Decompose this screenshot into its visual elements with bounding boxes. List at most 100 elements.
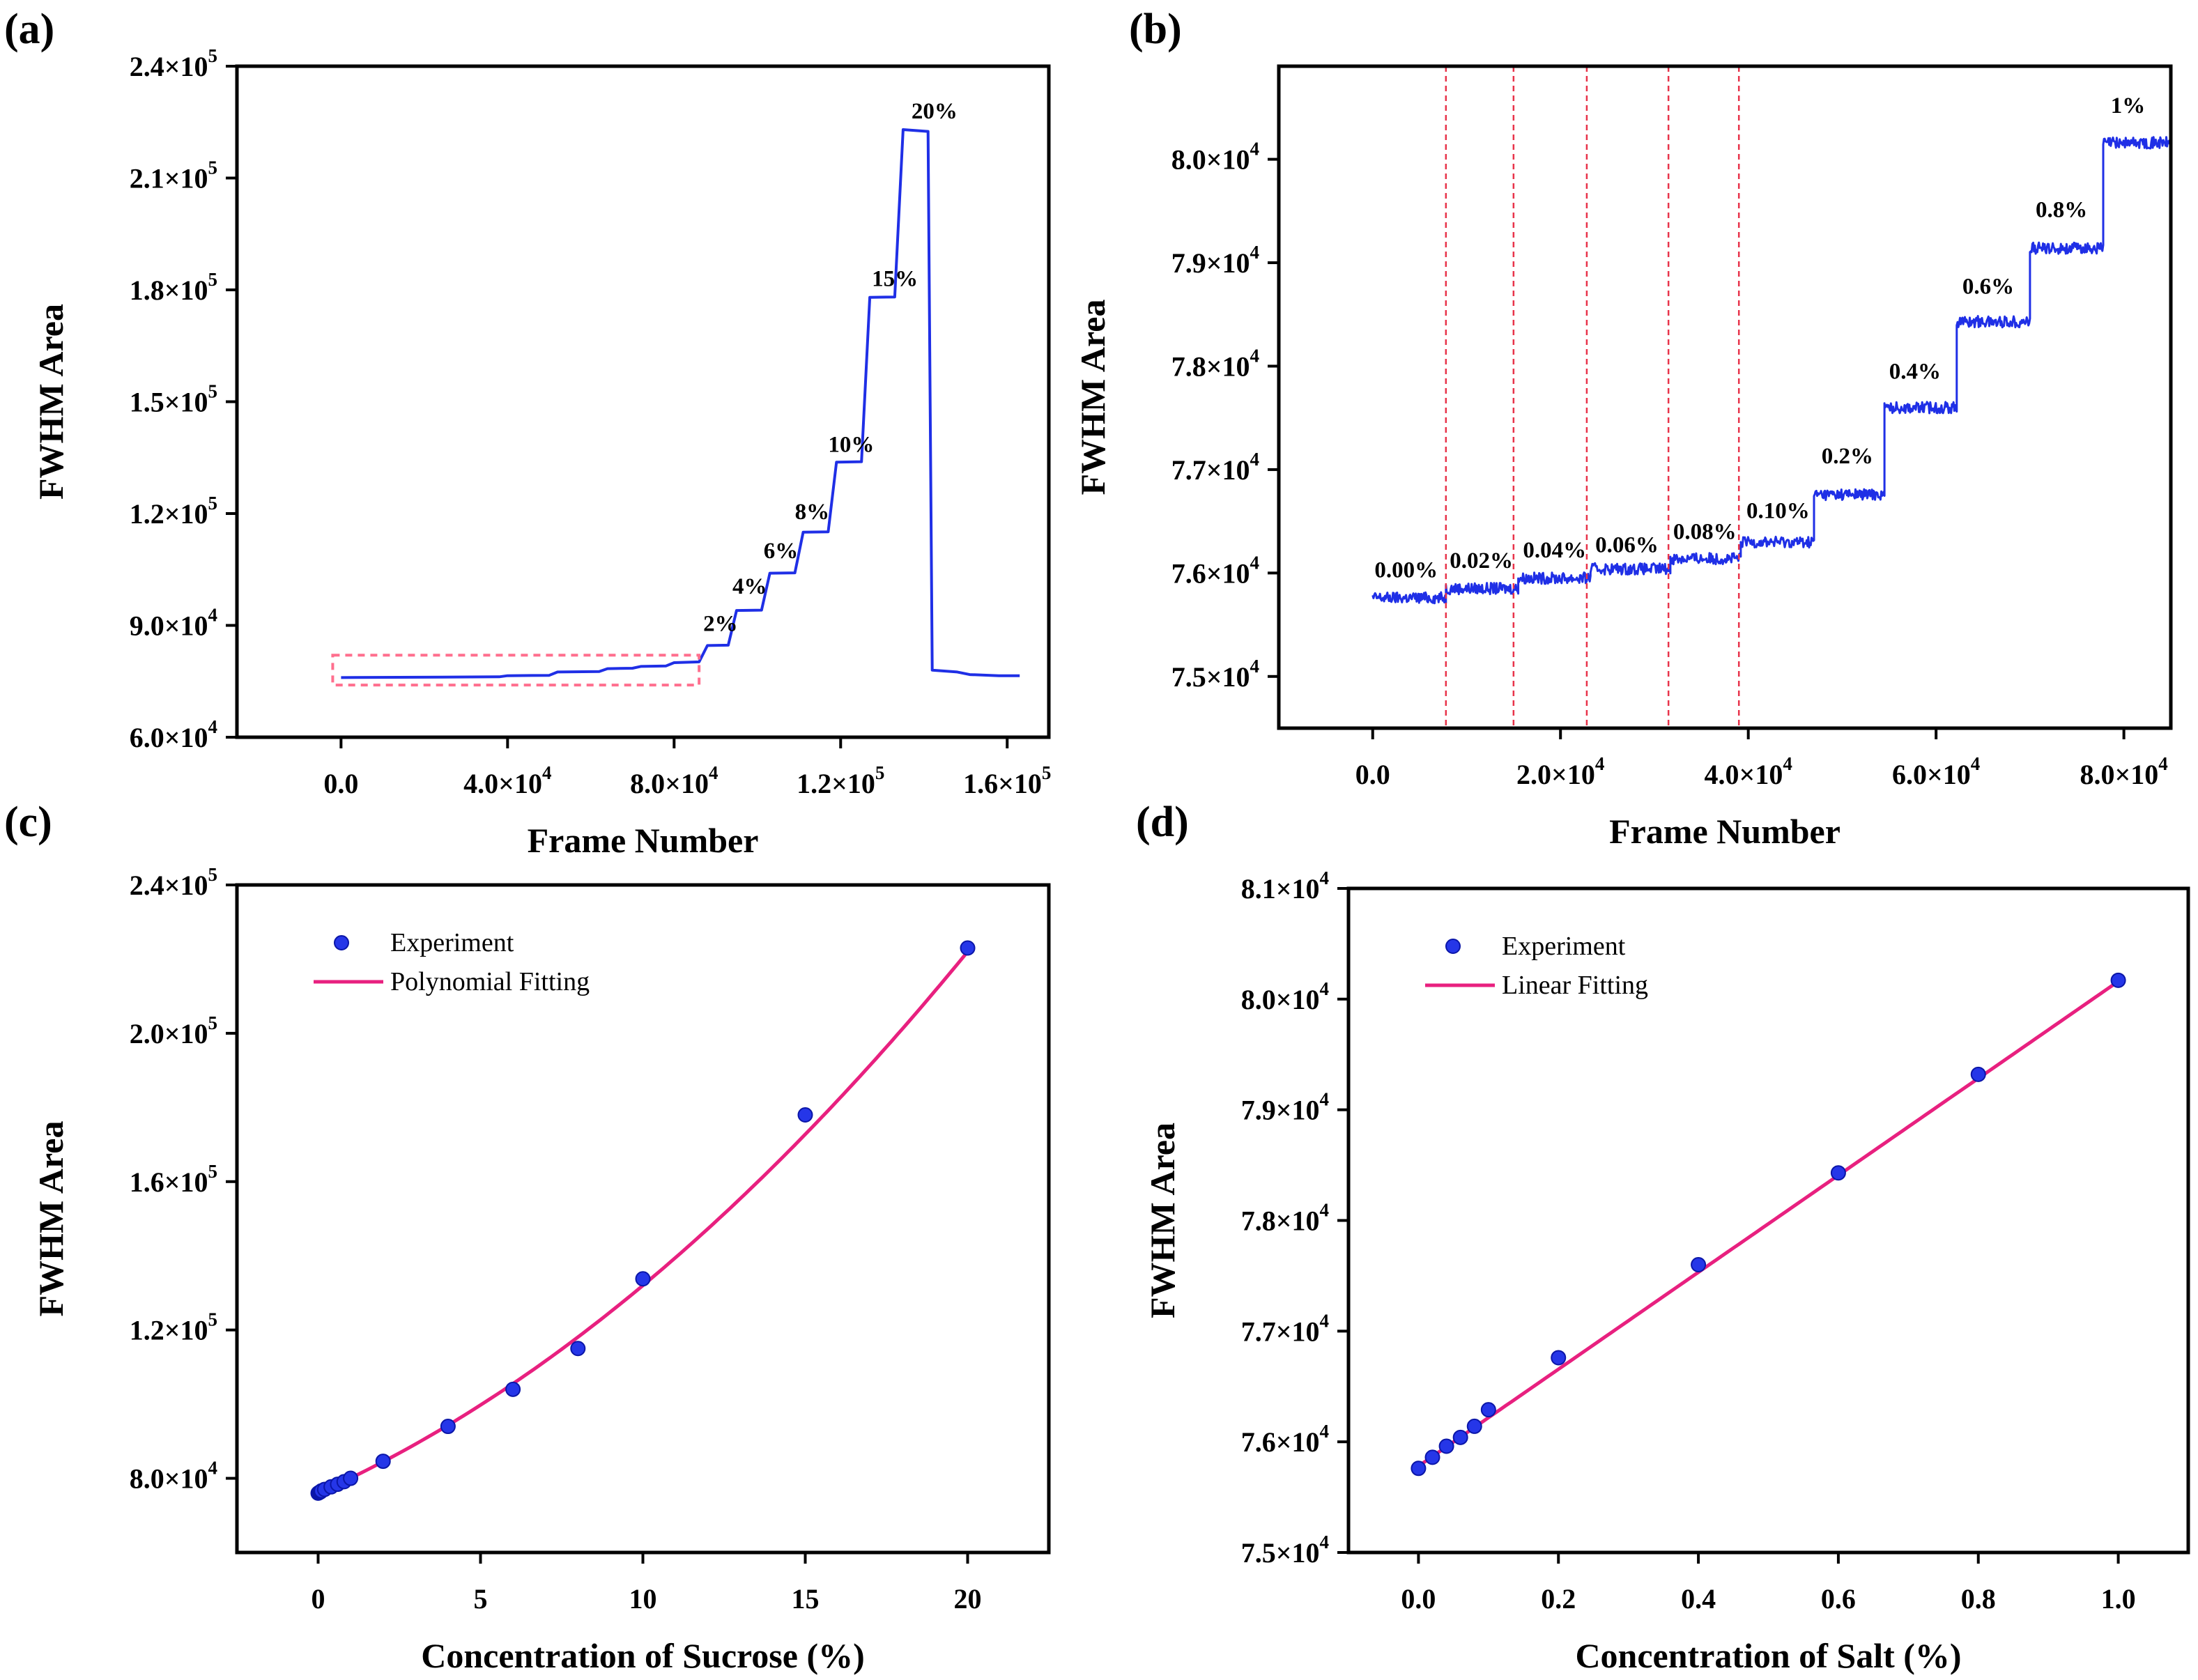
panel-a-step-label: 10% bbox=[828, 433, 874, 458]
panel-d-xtick-label-base: 0.6 bbox=[1821, 1583, 1856, 1615]
panel-c-data-point bbox=[635, 1271, 651, 1287]
panel-c-ytick-label-exp: 5 bbox=[208, 1309, 218, 1330]
panel-b-step-label: 0.08% bbox=[1673, 519, 1737, 544]
panel-d-ytick-label: 7.5×104 bbox=[1241, 1532, 1329, 1569]
panel-b-ytick-label-base: 7.6×10 bbox=[1171, 557, 1250, 589]
panel-d-plot-area bbox=[1411, 972, 2126, 1477]
panel-c-ytick-label-base: 1.6×10 bbox=[130, 1166, 208, 1198]
panel-b-ytick-label: 7.9×104 bbox=[1171, 242, 1259, 279]
panel-a-xtick-label-exp: 5 bbox=[875, 762, 885, 783]
panel-c-ytick-label-exp: 5 bbox=[208, 864, 218, 885]
panel-b-step-label: 0.00% bbox=[1374, 557, 1438, 583]
panel-b-ytick-label-exp: 4 bbox=[1250, 345, 1260, 366]
panel-c-xtick-label-base: 15 bbox=[792, 1583, 820, 1615]
panel-b-step-label: 0.02% bbox=[1450, 548, 1513, 573]
panel-a-xtick-label-base: 0.0 bbox=[323, 768, 358, 799]
panel-a-ytick-label-exp: 4 bbox=[208, 605, 218, 626]
panel-b-ytick-label: 8.0×104 bbox=[1171, 139, 1259, 176]
panel-b-xtick-label-exp: 4 bbox=[1783, 753, 1792, 774]
panel-b-step-label: 0.6% bbox=[1962, 275, 2014, 300]
panel-d-data-point bbox=[2110, 972, 2126, 988]
panel-a-highlight-box bbox=[331, 654, 701, 687]
panel-c-y-axis-title: FWHM Area bbox=[31, 1121, 70, 1317]
panel-c-ytick-label: 2.4×105 bbox=[130, 864, 217, 901]
panel-a-xtick-label-base: 1.2×10 bbox=[797, 768, 875, 799]
panel-d-xtick-label-base: 0.8 bbox=[1961, 1583, 1996, 1615]
panel-c-plot-frame bbox=[235, 883, 1051, 1555]
panel-d-data-point bbox=[1480, 1402, 1496, 1418]
panel-d-xtick-label: 0.6 bbox=[1821, 1583, 1856, 1615]
panel-b-ytick-label-exp: 4 bbox=[1250, 139, 1260, 160]
panel-b-ytick-label-exp: 4 bbox=[1250, 242, 1260, 263]
panel-a-ytick-label-exp: 5 bbox=[208, 381, 218, 402]
panel-b-plot-area bbox=[1371, 66, 2171, 728]
panel-d-data-point bbox=[1438, 1438, 1454, 1454]
panel-a-letter: (a) bbox=[4, 6, 54, 53]
panel-b-ytick-label-exp: 4 bbox=[1250, 552, 1260, 573]
panel-d-ytick-label: 8.1×104 bbox=[1241, 868, 1329, 904]
panel-a-ytick-label: 2.1×105 bbox=[130, 157, 217, 194]
panel-a-xtick-label-base: 1.6×10 bbox=[963, 768, 1042, 799]
panel-d-data-point bbox=[1551, 1350, 1567, 1366]
panel-a-ytick-label-base: 2.1×10 bbox=[130, 163, 208, 194]
panel-c-legend-fit: Polynomial Fitting bbox=[390, 967, 590, 996]
panel-a-step-label: 2% bbox=[703, 612, 737, 637]
panel-b-xtick-label-base: 0.0 bbox=[1355, 759, 1390, 790]
panel-c-data-point bbox=[960, 940, 976, 956]
panel-a: (a) 0.0 4.0×104 8.0×104 1.2×105 1.6×1056.0×1… bbox=[4, 6, 1051, 860]
panel-b-xtick-label-exp: 4 bbox=[1595, 753, 1605, 774]
panel-b-xtick-label: 8.0×104 bbox=[2080, 753, 2167, 790]
panel-d-plot-frame bbox=[1346, 886, 2190, 1555]
panel-d-data-point bbox=[1970, 1066, 1986, 1082]
panel-d-letter: (d) bbox=[1136, 799, 1189, 846]
panel-b-ytick-label: 7.7×104 bbox=[1171, 449, 1259, 486]
panel-d-xtick-label: 0.2 bbox=[1541, 1583, 1576, 1615]
panel-a-xtick-label-exp: 5 bbox=[1042, 762, 1052, 783]
panel-c-xtick-label: 20 bbox=[954, 1583, 982, 1615]
panel-b-ytick-label-base: 7.9×10 bbox=[1171, 247, 1250, 279]
panel-d-legend-fit: Linear Fitting bbox=[1502, 971, 1648, 1000]
panel-c-xtick-label-base: 0 bbox=[312, 1583, 325, 1615]
panel-b-plot-frame bbox=[1277, 64, 2173, 730]
panel-d-xtick-label-base: 0.0 bbox=[1401, 1583, 1436, 1615]
panel-d-xtick-label: 0.0 bbox=[1401, 1583, 1436, 1615]
panel-a-ytick-label-exp: 5 bbox=[208, 269, 218, 290]
panel-b-y-axis-title: FWHM Area bbox=[1073, 300, 1112, 495]
panel-d-ytick-label-base: 7.8×10 bbox=[1241, 1205, 1320, 1237]
panel-d-xtick-label-base: 0.2 bbox=[1541, 1583, 1576, 1615]
panel-d-legend-experiment: Experiment bbox=[1502, 932, 1626, 961]
panel-a-trace-line bbox=[341, 128, 1020, 679]
panel-b-step-label: 1% bbox=[2111, 93, 2146, 118]
panel-c-xtick-label-base: 20 bbox=[954, 1583, 982, 1615]
panel-a-xtick-label: 1.2×105 bbox=[797, 762, 884, 799]
panel-d-data-point bbox=[1691, 1257, 1707, 1273]
panel-a-ytick-label: 9.0×104 bbox=[130, 605, 217, 642]
panel-c-ytick-label-base: 2.4×10 bbox=[130, 870, 208, 901]
panel-b-step-label: 0.4% bbox=[1889, 359, 1941, 384]
panel-a-ytick-label-base: 1.5×10 bbox=[130, 387, 208, 418]
panel-a-xtick-label: 8.0×104 bbox=[630, 762, 718, 799]
panel-a-ytick-label: 2.4×105 bbox=[130, 45, 217, 82]
panel-a-xtick-label-exp: 4 bbox=[542, 762, 552, 783]
panel-a-xtick-label: 4.0×104 bbox=[463, 762, 551, 799]
panel-d-ytick-label-base: 7.9×10 bbox=[1241, 1095, 1320, 1126]
panel-c-legend-marker bbox=[334, 935, 349, 950]
panel-d-xtick-label: 1.0 bbox=[2101, 1583, 2136, 1615]
panel-a-plot-area bbox=[331, 128, 1020, 687]
panel-a-xtick-label-base: 4.0×10 bbox=[463, 768, 542, 799]
panel-b-step-label: 0.8% bbox=[2036, 198, 2087, 223]
panel-c-fit-line bbox=[317, 950, 969, 1495]
panel-c-data-point bbox=[343, 1470, 359, 1486]
panel-b-xtick-label: 0.0 bbox=[1355, 759, 1390, 790]
panel-b-xtick-label-base: 4.0×10 bbox=[1705, 759, 1783, 790]
panel-a-xtick-label: 0.0 bbox=[323, 768, 358, 799]
panel-b-ytick-label: 7.6×104 bbox=[1171, 552, 1259, 589]
panel-c-ytick-label-base: 8.0×10 bbox=[130, 1463, 208, 1495]
panel-a-ytick-label-exp: 4 bbox=[208, 716, 218, 737]
panel-a-ytick-label: 1.8×105 bbox=[130, 269, 217, 306]
panel-a-ytick-label-base: 1.8×10 bbox=[130, 275, 208, 306]
panel-a-ytick-label: 6.0×104 bbox=[130, 716, 217, 753]
panel-c-ytick-label-exp: 5 bbox=[208, 1012, 218, 1033]
panel-b-step-label: 0.10% bbox=[1746, 499, 1810, 524]
panel-c-xtick-label: 10 bbox=[629, 1583, 657, 1615]
